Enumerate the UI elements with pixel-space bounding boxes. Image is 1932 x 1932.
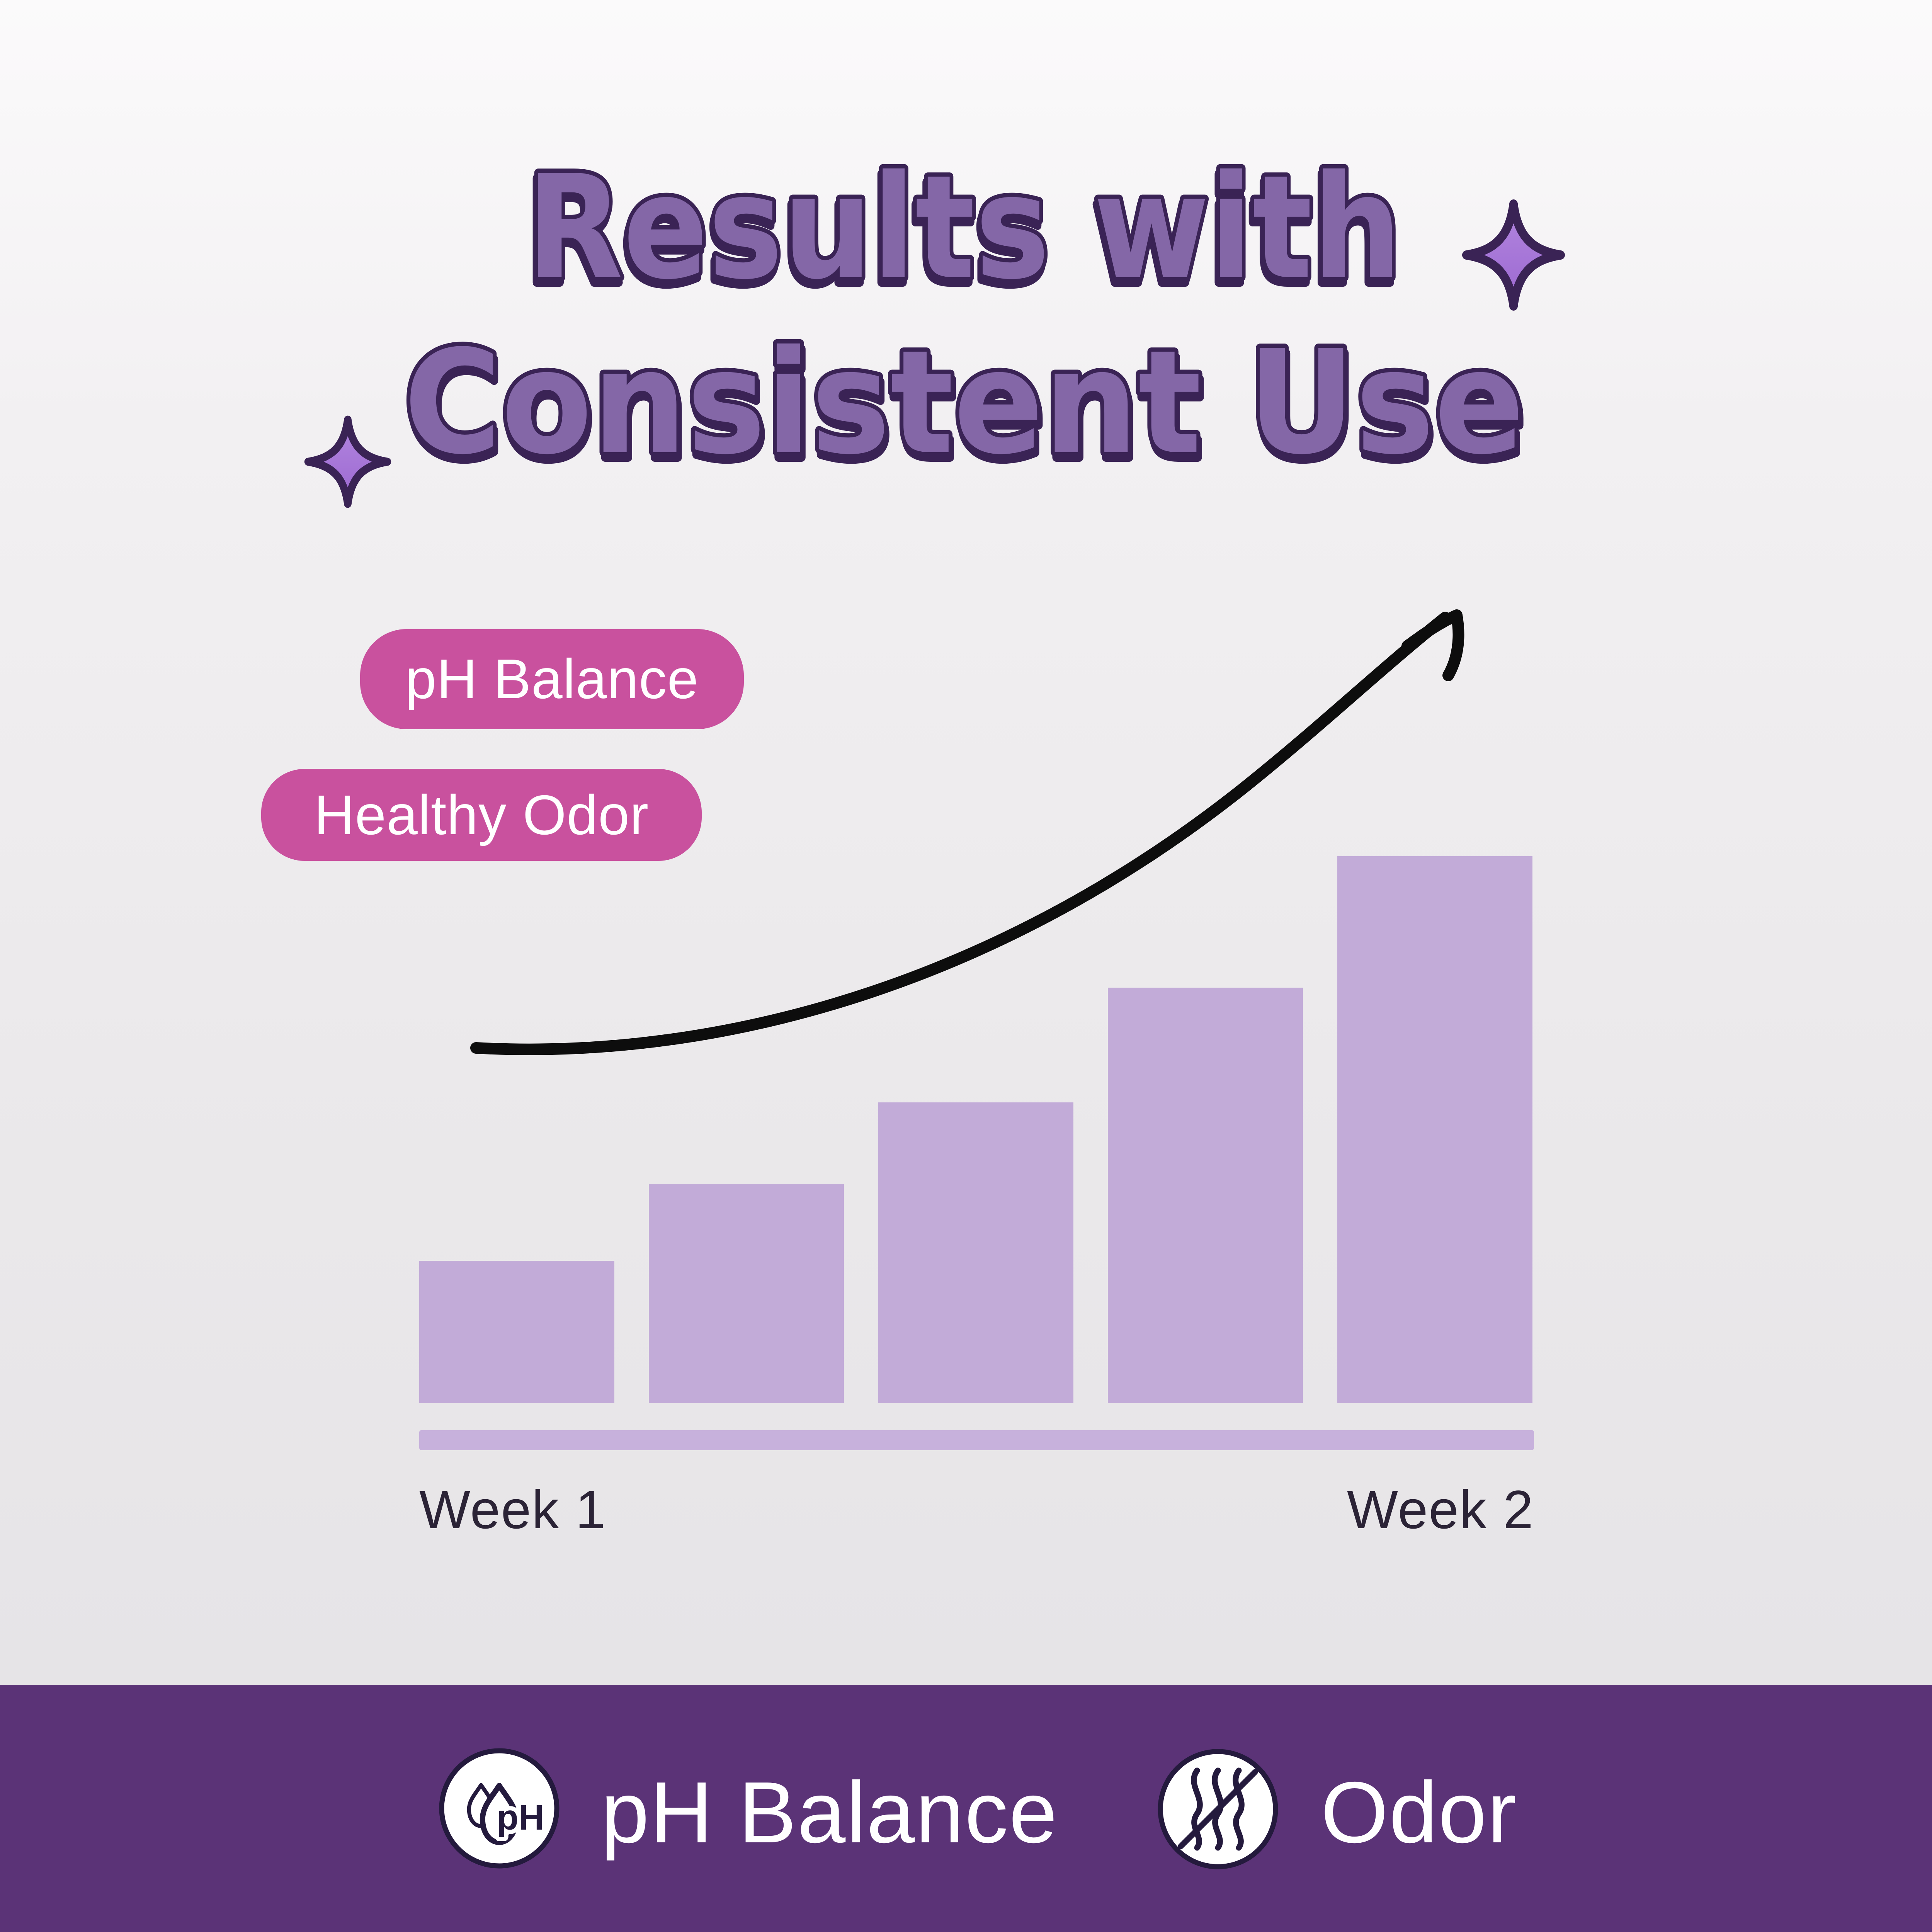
bar-3 bbox=[878, 1102, 1073, 1403]
bar-4 bbox=[1108, 988, 1303, 1403]
footer-label-odor: Odor bbox=[1321, 1763, 1517, 1861]
sparkle-right-icon bbox=[1462, 199, 1565, 311]
x-axis-label-week1: Week 1 bbox=[419, 1479, 607, 1540]
x-axis-label-week2: Week 2 bbox=[1347, 1479, 1534, 1540]
footer-band bbox=[0, 1685, 1932, 1932]
bar-2 bbox=[649, 1184, 844, 1403]
title-line1-shadow: Results with bbox=[525, 150, 1400, 316]
odor-wave-1 bbox=[1191, 1767, 1203, 1851]
odor-wave-2 bbox=[1212, 1767, 1224, 1851]
badge-ph-balance: pH Balance bbox=[360, 629, 744, 729]
x-axis-line bbox=[419, 1430, 1534, 1450]
no-odor-waves-icon bbox=[1158, 1749, 1278, 1869]
ph-droplets-icon: pH bbox=[439, 1748, 560, 1869]
bar-group bbox=[419, 856, 1534, 1403]
odor-slash bbox=[1178, 1769, 1258, 1849]
trend-arrow-head bbox=[1401, 609, 1464, 681]
title-line1: Results with bbox=[527, 145, 1402, 311]
sparkle-left-icon bbox=[304, 415, 391, 508]
badge-healthy-odor-label: Healthy Odor bbox=[314, 783, 649, 846]
title-line2: Consistent Use bbox=[404, 320, 1524, 486]
odor-wave-3 bbox=[1233, 1767, 1245, 1851]
bar-5 bbox=[1337, 856, 1532, 1403]
bar-chart bbox=[419, 856, 1534, 1403]
badge-healthy-odor: Healthy Odor bbox=[261, 769, 702, 861]
large-droplet bbox=[480, 1783, 519, 1845]
page-title: Results with Consistent Use Results with… bbox=[400, 141, 1530, 496]
title-line2-shadow: Consistent Use bbox=[405, 325, 1526, 492]
ph-icon-text: pH bbox=[497, 1798, 544, 1837]
bar-1 bbox=[419, 1261, 614, 1403]
footer-label-ph-balance: pH Balance bbox=[601, 1763, 1058, 1861]
badge-ph-balance-label: pH Balance bbox=[405, 648, 699, 710]
